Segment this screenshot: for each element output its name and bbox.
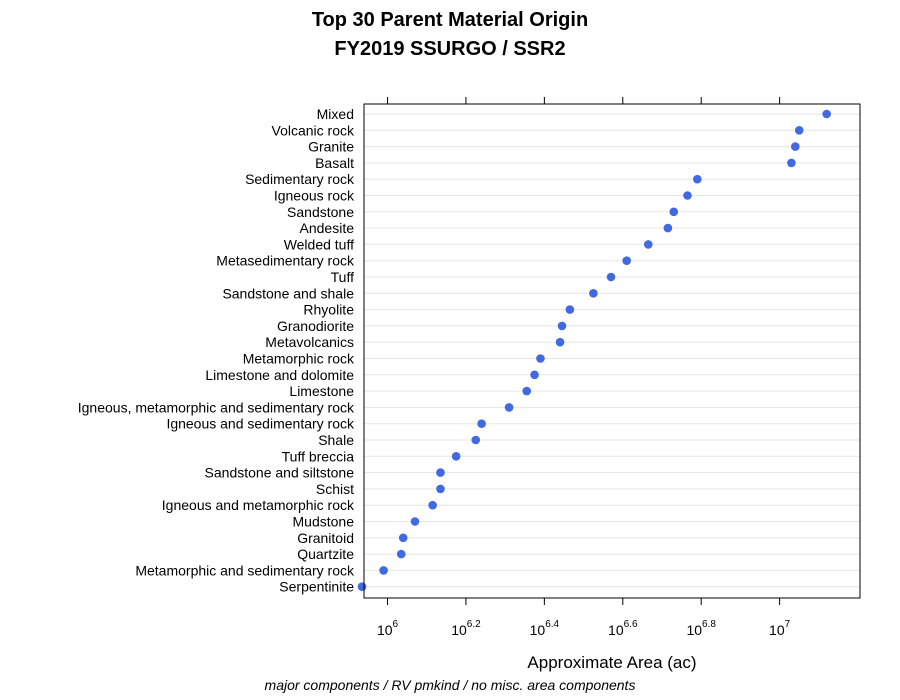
x-tick-label: 106.2	[451, 619, 481, 638]
chart-subtitle: FY2019 SSURGO / SSR2	[334, 38, 565, 60]
data-point	[643, 240, 653, 249]
category-label: Limestone	[289, 383, 354, 399]
category-label: Sedimentary rock	[245, 171, 355, 187]
category-label: Basalt	[315, 155, 354, 171]
category-label: Igneous and sedimentary rock	[166, 416, 355, 432]
category-label: Andesite	[300, 220, 355, 236]
category-label: Mixed	[317, 106, 354, 122]
x-axis: 106 106.2 106.4 106.6 106.8 107	[377, 97, 791, 638]
footnote: major components / RV pmkind / no misc. …	[265, 677, 636, 693]
data-point	[477, 419, 486, 429]
x-tick-label: 106.8	[686, 619, 716, 638]
data-point	[669, 207, 679, 217]
data-point	[606, 272, 616, 282]
data-point	[589, 289, 598, 298]
data-point	[536, 354, 545, 363]
data-point	[436, 468, 445, 477]
data-points	[357, 109, 831, 591]
data-point	[396, 549, 406, 559]
x-tick-label: 106	[377, 619, 399, 638]
category-label: Igneous rock	[274, 188, 355, 204]
category-label: Metasedimentary rock	[216, 253, 355, 269]
x-tick-label: 106.6	[608, 619, 638, 638]
category-label: Mudstone	[293, 514, 355, 530]
data-point	[791, 142, 800, 151]
category-label: Serpentinite	[279, 579, 354, 595]
data-point	[471, 435, 481, 445]
data-point	[557, 321, 567, 331]
data-point	[622, 256, 632, 266]
chart-title: Top 30 Parent Material Origin	[312, 9, 588, 31]
data-point	[522, 386, 532, 396]
data-point	[530, 370, 539, 380]
category-label: Metamorphic rock	[243, 351, 355, 367]
data-point	[504, 403, 514, 412]
data-point	[398, 533, 408, 543]
data-point	[379, 566, 388, 575]
data-point	[787, 158, 796, 168]
data-point	[428, 500, 437, 510]
category-label: Metavolcanics	[265, 334, 354, 350]
category-label: Igneous and metamorphic rock	[162, 497, 355, 513]
x-tick-label: 106.4	[530, 619, 560, 638]
data-point	[410, 517, 420, 526]
category-label: Granitoid	[297, 530, 354, 546]
x-axis-label: Approximate Area (ac)	[527, 653, 696, 672]
category-label: Sandstone and siltstone	[205, 465, 355, 481]
data-point	[565, 305, 575, 314]
data-point	[683, 191, 692, 200]
category-label: Granite	[308, 139, 354, 155]
data-point	[357, 582, 367, 591]
category-label: Granodiorite	[277, 318, 354, 334]
category-label: Sandstone and shale	[222, 285, 354, 301]
gridlines	[364, 113, 860, 588]
category-label: Limestone and dolomite	[205, 367, 354, 383]
category-label: Volcanic rock	[272, 122, 355, 138]
data-point	[822, 109, 831, 119]
data-point	[436, 484, 445, 494]
data-point	[555, 337, 565, 347]
category-label: Igneous, metamorphic and sedimentary roc…	[78, 399, 355, 415]
category-label: Welded tuff	[284, 236, 354, 252]
category-label: Schist	[316, 481, 354, 497]
x-tick-label: 107	[769, 619, 791, 638]
category-label: Tuff	[331, 269, 354, 285]
data-point	[794, 126, 804, 135]
category-label: Sandstone	[287, 204, 354, 220]
category-label: Shale	[318, 432, 354, 448]
category-label: Quartzite	[297, 546, 354, 562]
data-point	[451, 452, 461, 461]
category-label: Rhyolite	[303, 302, 354, 318]
category-label: Tuff breccia	[282, 448, 355, 464]
data-point	[663, 223, 673, 233]
category-label: Metamorphic and sedimentary rock	[135, 562, 355, 578]
plot-frame	[363, 103, 861, 599]
data-point	[692, 174, 702, 184]
